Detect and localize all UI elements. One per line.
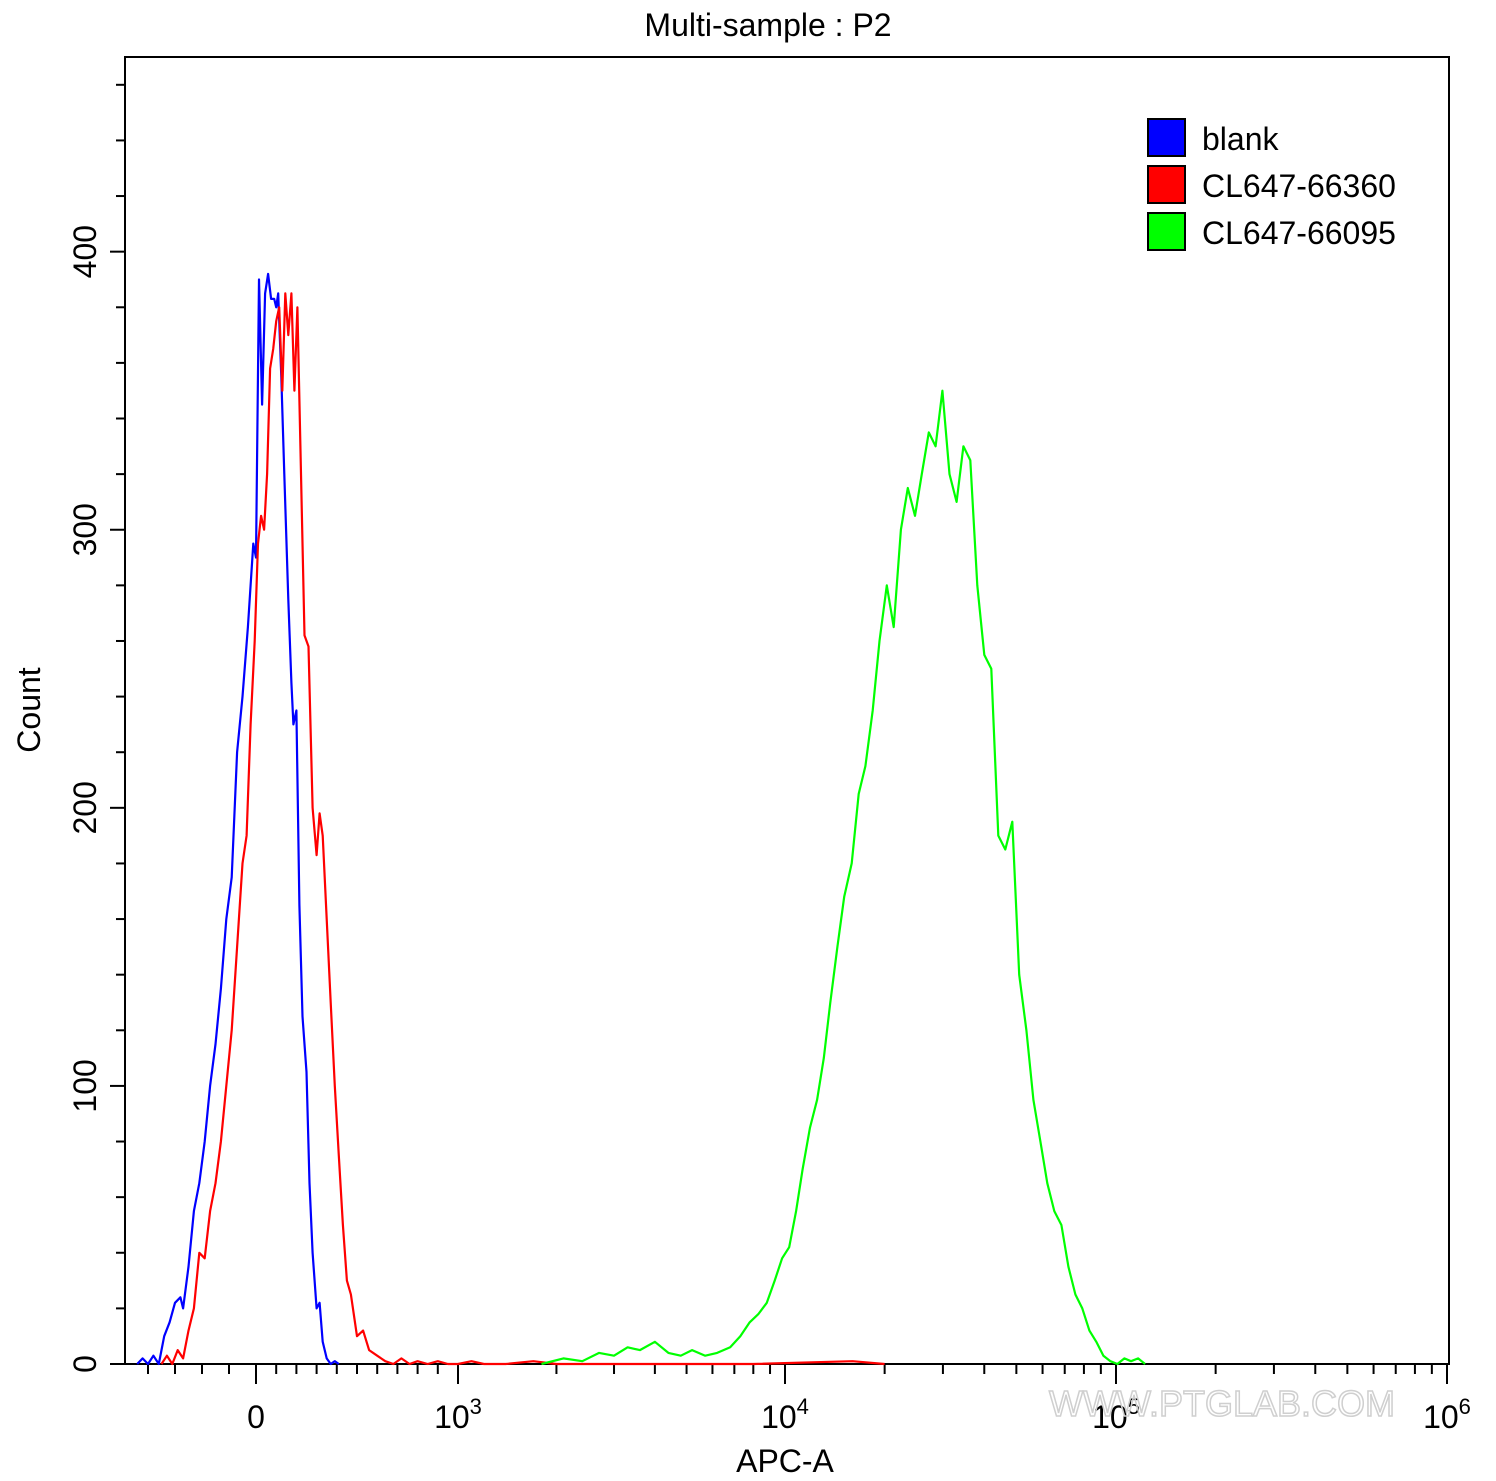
legend: blank CL647-66360 CL647-66095 [1147,118,1396,251]
legend-swatch [1147,212,1186,251]
series-layer [136,272,1146,1366]
y-tick-label: 200 [67,781,103,834]
chart-title: Multi-sample : P2 [644,7,891,43]
x-axis-label: APC-A [736,1443,834,1479]
x-tick-label: 0 [247,1399,265,1435]
watermark-text: WWW.PTGLAB.COM [1049,1383,1395,1424]
series-line-1 [160,292,885,1366]
y-tick-label: 400 [67,225,103,278]
legend-label: CL647-66095 [1202,215,1396,251]
y-tick-label: 300 [67,503,103,556]
y-axis-label: Count [11,667,47,753]
x-tick-label: 105 [1092,1394,1140,1435]
x-tick-label: 106 [1423,1394,1471,1435]
y-axis: 0 100 200 300 400 [67,83,125,1373]
plot-frame [124,56,1450,1365]
y-tick-label: 100 [67,1059,103,1112]
legend-label: CL647-66360 [1202,168,1396,204]
legend-swatch [1147,118,1186,157]
x-tick-label: 104 [761,1394,809,1435]
series-line-0 [136,272,340,1366]
x-tick-label: 103 [434,1394,482,1435]
series-line-2 [541,389,1146,1366]
x-axis: 0 103 104 105 106 [147,1364,1471,1435]
legend-swatch [1147,165,1186,204]
y-tick-label: 0 [67,1355,103,1373]
legend-label: blank [1202,121,1280,157]
